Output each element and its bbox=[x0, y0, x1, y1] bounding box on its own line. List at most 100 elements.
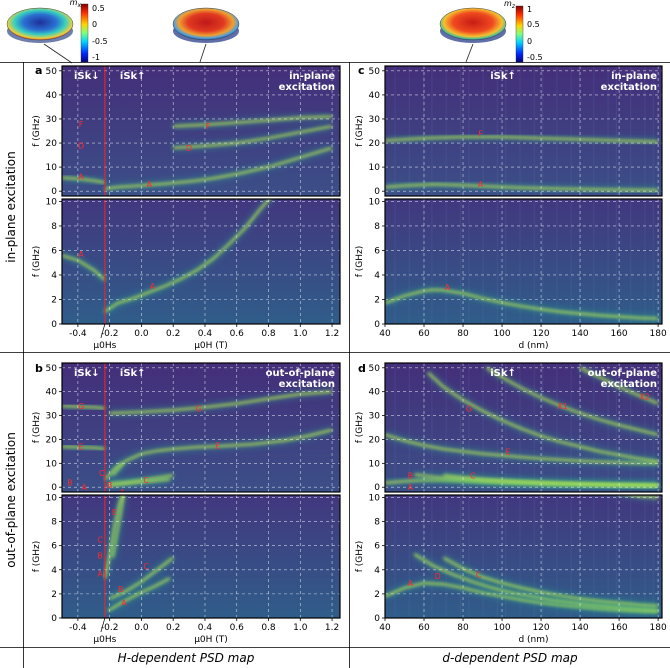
heatmap-background bbox=[385, 199, 662, 324]
colorbar-mz-tick: 0 bbox=[527, 37, 532, 46]
ytick-label: 0 bbox=[51, 483, 57, 493]
heatmap-background bbox=[62, 495, 340, 618]
xtick-label: -0.2 bbox=[101, 623, 119, 633]
xtick-label: 100 bbox=[493, 623, 510, 633]
mode-label-C: C bbox=[143, 562, 149, 571]
ytick-label: 10 bbox=[46, 459, 58, 469]
subplot-frame bbox=[61, 362, 341, 493]
mode-label-G: G bbox=[78, 402, 84, 411]
ytick-label: 4 bbox=[51, 271, 57, 281]
field-marker-pointer bbox=[100, 323, 106, 339]
mode-label-G: G bbox=[196, 404, 202, 413]
heatmap-background bbox=[62, 199, 340, 324]
ytick-label: 30 bbox=[369, 412, 381, 422]
subplot-top: FA bbox=[385, 66, 662, 196]
ytick-label: 40 bbox=[369, 388, 381, 398]
y-axis-label: f (GHz) bbox=[32, 115, 42, 147]
mode-label-B: B bbox=[118, 585, 124, 594]
mode-label-E: E bbox=[79, 443, 84, 452]
subplot-frame bbox=[384, 362, 663, 493]
xtick-label: 0.6 bbox=[230, 329, 245, 339]
mode-label-B: B bbox=[97, 551, 103, 560]
ytick-label: 50 bbox=[46, 364, 58, 374]
xtick-label: -0.2 bbox=[101, 329, 119, 339]
xtick-label: 160 bbox=[610, 623, 627, 633]
mode-label-A: A bbox=[478, 180, 484, 189]
ytick-label: 6 bbox=[51, 246, 57, 256]
y-axis-label: f (GHz) bbox=[355, 246, 365, 278]
xtick-label: 60 bbox=[418, 623, 430, 633]
xtick-label: 40 bbox=[379, 329, 391, 339]
mode-label-X2: X2 bbox=[639, 392, 650, 401]
mode-label-A: A bbox=[120, 488, 126, 497]
subplot-bottom: AD C bbox=[385, 495, 662, 618]
region-label: iSk↑ bbox=[120, 368, 146, 379]
series-E-line bbox=[62, 445, 106, 450]
ytick-label: 0 bbox=[374, 320, 380, 330]
mode-label-E: E bbox=[112, 508, 117, 517]
y-axis-label: f (GHz) bbox=[32, 412, 42, 444]
mode-label-C: C bbox=[470, 471, 476, 480]
xtick-label: 100 bbox=[493, 329, 510, 339]
ytick-label: 30 bbox=[46, 115, 58, 125]
ytick-label: 4 bbox=[374, 271, 380, 281]
panel-title: in-plane bbox=[611, 71, 657, 82]
xtick-label: 1.0 bbox=[293, 623, 308, 633]
ytick-label: 6 bbox=[374, 542, 380, 552]
series-C-line bbox=[104, 462, 123, 481]
ytick-label: 40 bbox=[46, 388, 58, 398]
mode-label-F: F bbox=[79, 120, 84, 129]
series-E-line bbox=[112, 428, 333, 476]
mode-label-C: C bbox=[97, 536, 103, 545]
subplot-top: G X1 X2 E BA C bbox=[385, 363, 662, 492]
panel-letter: a bbox=[35, 64, 42, 77]
ytick-label: 50 bbox=[369, 364, 381, 374]
series-D-line bbox=[173, 125, 333, 149]
mode-label-B: B bbox=[408, 471, 414, 480]
mode-label-B: B bbox=[107, 481, 113, 490]
subplot-frame bbox=[61, 65, 341, 197]
mode-label-A: A bbox=[445, 283, 451, 292]
series-A-line bbox=[62, 176, 106, 184]
mode-label-D: D bbox=[186, 144, 192, 153]
ytick-label: 10 bbox=[369, 197, 381, 207]
subplot-frame bbox=[384, 494, 663, 619]
ytick-label: 0 bbox=[51, 187, 57, 197]
ytick-label: 0 bbox=[374, 187, 380, 197]
colorbar-mx-tick: 0 bbox=[92, 20, 97, 29]
skyrmion-thumbnail-2 bbox=[172, 7, 240, 43]
panel-letter: d bbox=[358, 362, 366, 375]
mode-label-X1: X1 bbox=[557, 402, 568, 411]
xtick-label: 0.6 bbox=[230, 623, 245, 633]
mode-label-A: A bbox=[78, 173, 84, 182]
ytick-label: 20 bbox=[46, 435, 58, 445]
mode-label-F: F bbox=[478, 129, 483, 138]
xtick-label: 160 bbox=[610, 329, 627, 339]
ytick-label: 10 bbox=[369, 163, 381, 173]
ytick-label: 8 bbox=[51, 518, 57, 528]
ytick-label: 0 bbox=[51, 320, 57, 330]
mode-label-E: E bbox=[215, 441, 220, 450]
ytick-label: 20 bbox=[369, 139, 381, 149]
ytick-label: 8 bbox=[51, 222, 57, 232]
xtick-label: 120 bbox=[532, 623, 549, 633]
region-label: iSk↑ bbox=[120, 71, 146, 82]
column-label-d-dependent: d-dependent PSD map bbox=[442, 651, 578, 665]
panel-title: excitation bbox=[601, 82, 657, 93]
series-G-line bbox=[109, 390, 333, 415]
series-A-line bbox=[385, 288, 659, 320]
panel-title: in-plane bbox=[289, 71, 335, 82]
series-X1-line bbox=[485, 366, 659, 436]
ytick-label: 10 bbox=[369, 493, 381, 503]
series-A-line bbox=[107, 478, 171, 487]
xtick-label: 140 bbox=[571, 623, 588, 633]
series-A-line bbox=[104, 165, 272, 190]
mode-label-A: A bbox=[78, 250, 84, 259]
series-F-line bbox=[385, 136, 659, 143]
subplot-frame bbox=[61, 198, 341, 325]
